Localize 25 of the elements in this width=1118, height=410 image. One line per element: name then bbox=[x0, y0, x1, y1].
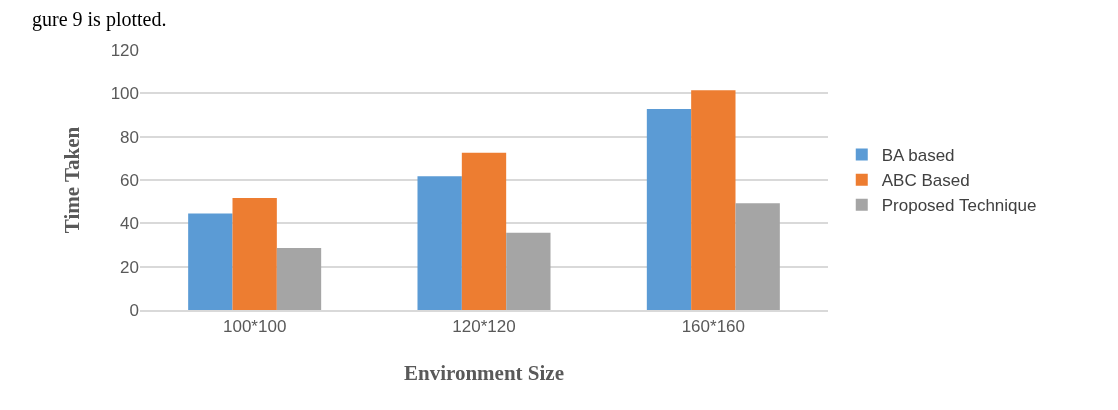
x-axis-title: Environment Size bbox=[403, 360, 565, 385]
legend-label: BA based bbox=[881, 146, 955, 166]
bar bbox=[691, 90, 736, 310]
legend-label: Proposed Technique bbox=[881, 196, 1037, 216]
y-tick-label: 60 bbox=[120, 170, 139, 190]
x-tick-label: 100*100 bbox=[223, 317, 287, 337]
bar bbox=[188, 213, 233, 310]
y-axis-title: Time Taken bbox=[59, 126, 84, 234]
y-tick-label: 80 bbox=[120, 127, 139, 147]
bar bbox=[735, 203, 780, 310]
bar bbox=[232, 197, 277, 310]
y-tick-label: 40 bbox=[120, 214, 139, 234]
y-tick-label: 100 bbox=[110, 84, 139, 104]
legend-label: ABC Based bbox=[881, 171, 970, 191]
y-tick-label: 0 bbox=[129, 300, 139, 320]
x-tick-label: 120*120 bbox=[452, 317, 516, 337]
bar bbox=[417, 176, 462, 310]
text: gure 9 is plotted. bbox=[32, 8, 167, 31]
bar bbox=[506, 232, 551, 310]
bar bbox=[276, 248, 322, 310]
x-tick-label: 160*160 bbox=[681, 317, 745, 337]
bar bbox=[646, 108, 692, 310]
bar bbox=[461, 152, 507, 310]
y-tick-label: 120 bbox=[110, 40, 139, 60]
y-tick-label: 20 bbox=[120, 257, 139, 277]
